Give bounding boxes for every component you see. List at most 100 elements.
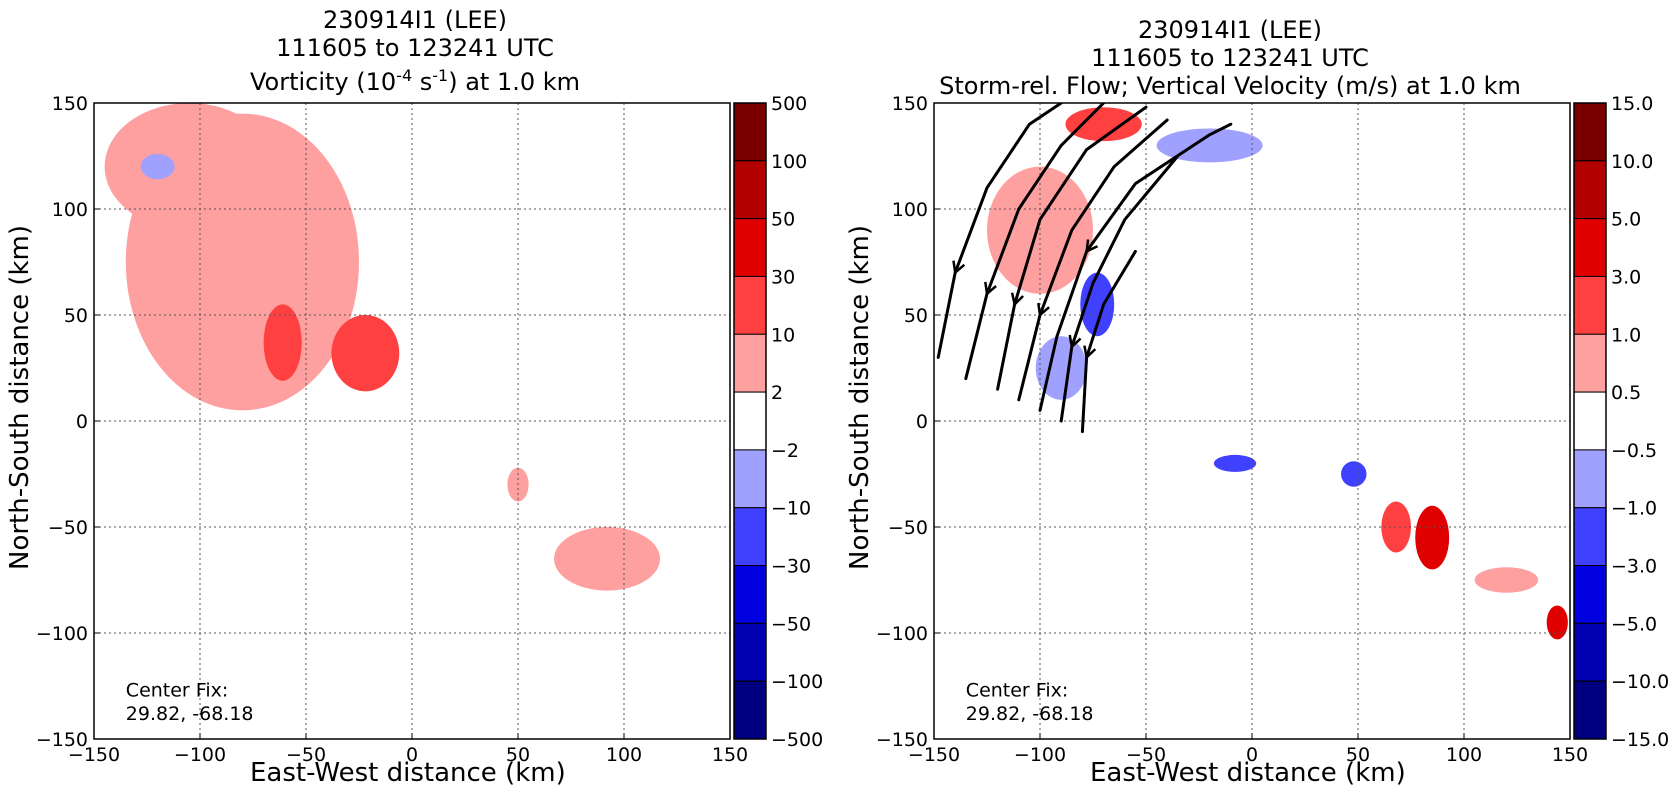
y-tick-label: 0	[76, 411, 88, 433]
streamline-arrow-6	[1083, 345, 1097, 360]
x-tick-label: 0	[406, 744, 418, 766]
colorbar-tick-label: 5.0	[1611, 209, 1641, 231]
left-chart-title: 230914I1 (LEE) 111605 to 123241 UTC Vort…	[185, 6, 645, 96]
y-tick-label: −50	[48, 517, 88, 539]
y-tick-label: 100	[892, 199, 928, 221]
colorbar-segment	[733, 391, 767, 451]
streamline-arrow-5	[1068, 334, 1082, 350]
x-tick-label: 100	[1446, 744, 1482, 766]
field-region-10	[1546, 605, 1568, 640]
colorbar-tick-label: 3.0	[1611, 266, 1641, 288]
streamline-arrow-2	[1010, 292, 1024, 307]
left-title-exp1: -4	[396, 66, 413, 85]
field-region-2	[263, 304, 302, 381]
colorbar-tick-label: −50	[771, 613, 811, 635]
x-tick-label: 150	[1552, 744, 1588, 766]
colorbar-segment	[733, 622, 767, 682]
grid	[94, 103, 730, 739]
streamline-5	[1059, 154, 1180, 423]
colorbar-tick-label: 0.5	[1611, 382, 1641, 404]
field-region-3	[331, 315, 400, 392]
x-tick-label: 0	[1246, 744, 1258, 766]
colorbar: 15.0 10.0 5.0 3.0 1.0 0.5 −0.5 −1.0 −3.0 −5.0 −10.…	[1573, 93, 1669, 751]
streamline-arrow-1	[984, 281, 997, 297]
left-xlabel: East-West distance (km)	[250, 758, 566, 788]
x-tick-label: −100	[174, 744, 226, 766]
field-region-0	[1080, 272, 1115, 337]
x-tick-label: 50	[1346, 744, 1370, 766]
colorbar-segment	[733, 333, 767, 393]
colorbar-segment	[1573, 391, 1607, 451]
left-title-mid: s	[412, 68, 433, 96]
colorbar-tick-label: 2	[771, 382, 783, 404]
colorbar-segment	[1573, 622, 1607, 682]
left-title-end: ) at 1.0 km	[448, 68, 581, 96]
streamline-2	[996, 105, 1148, 391]
field-region-6	[1415, 505, 1450, 570]
x-tick-label: −150	[68, 744, 120, 766]
colorbar-tick-label: −5.0	[1611, 613, 1657, 635]
y-tick-label: 0	[916, 411, 928, 433]
colorbar-segment	[1573, 565, 1607, 624]
x-tick-label: −150	[908, 744, 960, 766]
colorbar-segment	[1573, 218, 1607, 277]
colorbar-tick-label: −100	[771, 671, 823, 693]
colorbar-segment	[1573, 275, 1607, 335]
streamline-arrow-3	[1037, 302, 1050, 318]
colorbar-tick-label: −1.0	[1611, 498, 1657, 520]
x-tick-label: −50	[1126, 744, 1166, 766]
field-region-5	[1381, 501, 1412, 553]
colorbar-segment	[733, 449, 767, 509]
colorbar-segment	[1573, 160, 1607, 220]
field-region-1	[1035, 336, 1087, 400]
colorbar-segment	[1573, 507, 1607, 567]
center-fix-value: 29.82, -68.18	[966, 703, 1094, 725]
field-region-9	[1474, 567, 1539, 593]
colorbar-tick-label: 500	[771, 93, 807, 115]
colorbar-tick-label: 10	[771, 324, 795, 346]
field-region-8	[1213, 454, 1257, 472]
colorbar-segment	[733, 565, 767, 624]
colorbar-segment	[733, 275, 767, 335]
colorbar-tick-label: 100	[771, 151, 807, 173]
right-xlabel: East-West distance (km)	[1090, 758, 1406, 788]
right-chart-title: 230914I1 (LEE) 111605 to 123241 UTC Stor…	[900, 16, 1560, 100]
x-tick-label: 100	[606, 744, 642, 766]
y-tick-label: −100	[36, 623, 88, 645]
center-fix-value: 29.82, -68.18	[126, 703, 254, 725]
colorbar-tick-label: −10.0	[1611, 671, 1669, 693]
y-tick-label: 150	[52, 93, 88, 115]
colorbar-segment	[733, 680, 767, 740]
field-region-6	[140, 153, 175, 180]
streamline-arrow-0	[952, 260, 966, 276]
right-title-line3: Storm-rel. Flow; Vertical Velocity (m/s)…	[939, 72, 1521, 100]
colorbar-tick-label: −3.0	[1611, 556, 1657, 578]
streamline-4	[1038, 122, 1233, 412]
y-tick-label: −50	[888, 517, 928, 539]
colorbar-segment	[733, 160, 767, 220]
colorbar-segment	[733, 507, 767, 567]
colorbar: 500 100 50 30 10 2 −2 −10 −30 −50 −100 −500	[733, 93, 823, 751]
streamlines	[936, 103, 1233, 434]
y-tick-label: −150	[876, 729, 928, 751]
left-title-line2: 111605 to 123241 UTC	[276, 34, 554, 62]
colorbar-tick-label: 1.0	[1611, 324, 1641, 346]
streamline-1	[964, 103, 1106, 381]
colorbar-frame	[1573, 102, 1607, 740]
panel-left: −150 −100 −50 0 50 100 150150100500−50−100−150…	[36, 93, 823, 766]
colorbar-tick-label: −500	[771, 729, 823, 751]
field-regions	[104, 103, 661, 591]
colorbar-tick-label: −0.5	[1611, 440, 1657, 462]
right-title-line2: 111605 to 123241 UTC	[1091, 44, 1369, 72]
colorbar-tick-label: 15.0	[1611, 93, 1653, 115]
y-tick-label: 100	[52, 199, 88, 221]
colorbar-tick-label: 50	[771, 209, 795, 231]
x-tick-label: 50	[506, 744, 530, 766]
colorbar-segment	[1573, 449, 1607, 509]
y-tick-label: 50	[904, 305, 928, 327]
colorbar-tick-label: −2	[771, 440, 799, 462]
y-tick-label: −150	[36, 729, 88, 751]
colorbar-segment	[1573, 680, 1607, 740]
center-fix-label: Center Fix:	[126, 680, 228, 702]
